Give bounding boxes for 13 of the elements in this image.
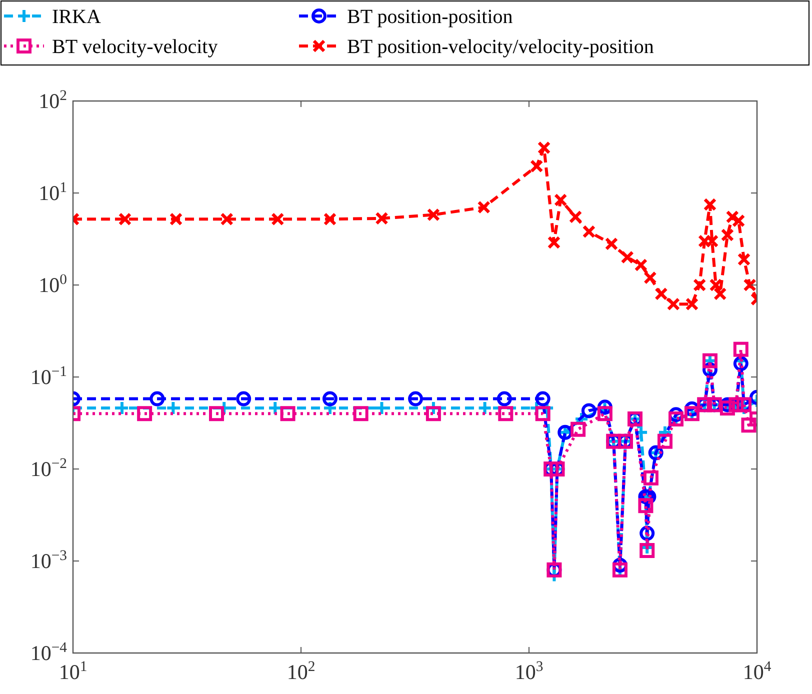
legend-label: BT position-velocity/velocity-position (347, 36, 654, 58)
y-tick-label: 10$^{−2}$ (30, 456, 67, 481)
x-tick-label: 10$^{3}$ (514, 659, 544, 684)
y-tick-label: 10$^{−3}$ (30, 548, 67, 573)
y-tick-label: 10$^{−1}$ (30, 364, 67, 389)
y-tick-label: 10$^{0}$ (38, 272, 67, 297)
x-tick-label: 10$^{2}$ (286, 659, 316, 684)
y-tick-label: 10$^{1}$ (38, 180, 67, 205)
legend-label: IRKA (52, 6, 102, 28)
legend-label: BT position-position (347, 6, 513, 28)
y-tick-label: 10$^{2}$ (38, 88, 67, 113)
x-tick-label: 10$^{4}$ (742, 659, 772, 684)
legend-label: BT velocity-velocity (52, 36, 218, 58)
